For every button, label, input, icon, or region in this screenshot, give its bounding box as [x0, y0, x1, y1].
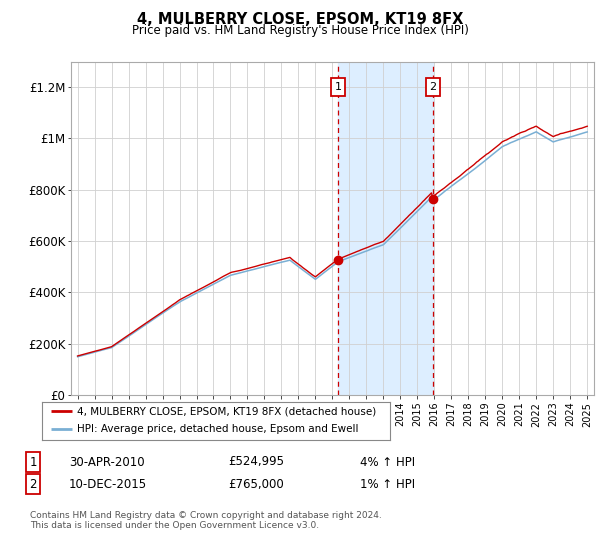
- Text: 1: 1: [29, 455, 37, 469]
- Text: 1% ↑ HPI: 1% ↑ HPI: [360, 478, 415, 491]
- Text: £524,995: £524,995: [228, 455, 284, 469]
- Text: 30-APR-2010: 30-APR-2010: [69, 455, 145, 469]
- Text: Price paid vs. HM Land Registry's House Price Index (HPI): Price paid vs. HM Land Registry's House …: [131, 24, 469, 37]
- Text: £765,000: £765,000: [228, 478, 284, 491]
- Text: 10-DEC-2015: 10-DEC-2015: [69, 478, 147, 491]
- Bar: [338, 62, 433, 395]
- Text: 4% ↑ HPI: 4% ↑ HPI: [360, 455, 415, 469]
- Text: HPI: Average price, detached house, Epsom and Ewell: HPI: Average price, detached house, Epso…: [77, 424, 358, 434]
- Text: 2: 2: [430, 82, 437, 92]
- Text: 1: 1: [335, 82, 341, 92]
- Text: 4, MULBERRY CLOSE, EPSOM, KT19 8FX: 4, MULBERRY CLOSE, EPSOM, KT19 8FX: [137, 12, 463, 27]
- Text: 4, MULBERRY CLOSE, EPSOM, KT19 8FX (detached house): 4, MULBERRY CLOSE, EPSOM, KT19 8FX (deta…: [77, 406, 376, 416]
- Text: 2: 2: [29, 478, 37, 491]
- Text: Contains HM Land Registry data © Crown copyright and database right 2024.
This d: Contains HM Land Registry data © Crown c…: [30, 511, 382, 530]
